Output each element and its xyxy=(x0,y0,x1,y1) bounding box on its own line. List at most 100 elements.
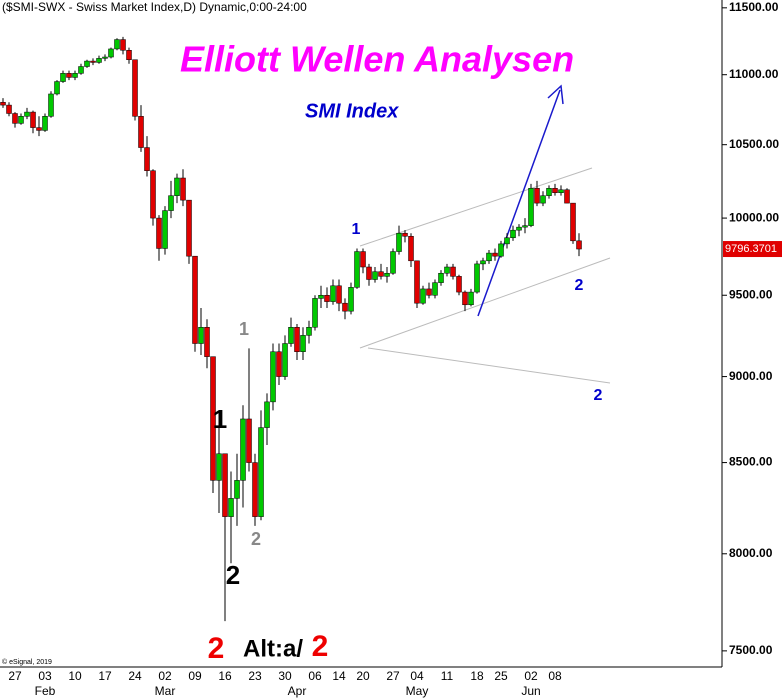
candle-body xyxy=(474,263,480,293)
candle-body xyxy=(288,327,294,344)
candle-body xyxy=(372,271,378,280)
candle-body xyxy=(96,58,102,63)
month-label: May xyxy=(406,684,429,698)
candle-body xyxy=(558,189,564,193)
x-tick-label: 03 xyxy=(38,669,52,683)
month-label: Jun xyxy=(521,684,540,698)
candle-body xyxy=(576,240,582,250)
candle-body xyxy=(174,177,180,196)
candle-body xyxy=(102,56,108,59)
x-tick-label: 16 xyxy=(218,669,232,683)
candle-body xyxy=(114,39,120,50)
candle-body xyxy=(522,225,528,228)
candle-body xyxy=(420,288,426,304)
candle-body xyxy=(54,81,60,95)
wave-label: Alt:a/ xyxy=(243,635,303,662)
candle-body xyxy=(240,418,246,481)
wave-label: 1 xyxy=(213,404,227,434)
candle-body xyxy=(150,170,156,219)
candle-body xyxy=(306,327,312,336)
chart-title: Elliott Wellen Analysen xyxy=(180,39,574,80)
candle-body xyxy=(300,335,306,352)
x-tick-label: 18 xyxy=(470,669,484,683)
wave-label: 2 xyxy=(594,387,603,404)
candle-body xyxy=(66,73,72,78)
candle-body xyxy=(492,252,498,257)
candle-body xyxy=(384,272,390,277)
candle-body xyxy=(216,453,222,481)
candle-body xyxy=(390,251,396,274)
candle-body xyxy=(312,298,318,328)
candle-body xyxy=(168,195,174,211)
candle-body xyxy=(252,462,258,517)
candle-body xyxy=(336,285,342,304)
arrow-line xyxy=(477,89,561,317)
candle-body xyxy=(498,243,504,257)
candle-body xyxy=(0,102,6,106)
x-tick-label: 17 xyxy=(98,669,112,683)
wave-label: 2 xyxy=(226,560,240,590)
x-tick-label: 27 xyxy=(386,669,400,683)
candle-body xyxy=(276,351,282,377)
chart-subtitle: SMI Index xyxy=(305,100,399,122)
x-tick-label: 11 xyxy=(441,669,454,683)
candle-body xyxy=(456,276,462,293)
last-price-label: 9796.3701 xyxy=(725,243,777,255)
x-tick-label: 14 xyxy=(332,669,346,683)
trend-line xyxy=(367,347,611,384)
candle-body xyxy=(270,351,276,403)
candle-body xyxy=(144,147,150,171)
candle-body xyxy=(318,294,324,299)
candle-body xyxy=(342,302,348,312)
arrow-head xyxy=(547,84,564,105)
y-tick-label: 10500.00 xyxy=(729,137,779,151)
candle-body xyxy=(126,50,132,60)
candle-body xyxy=(18,116,24,124)
candle-body xyxy=(540,195,546,204)
y-tick-label: 11000.00 xyxy=(729,67,779,81)
candle-body xyxy=(444,266,450,274)
candle-body xyxy=(432,282,438,296)
y-tick-label: 9500.00 xyxy=(729,287,773,301)
y-tick-label: 9000.00 xyxy=(729,369,773,383)
candle-body xyxy=(210,356,216,481)
candle-body xyxy=(546,188,552,196)
candle-body xyxy=(504,237,510,245)
candle-body xyxy=(234,480,240,499)
x-tick-label: 06 xyxy=(308,669,322,683)
candle-body xyxy=(228,498,234,517)
wave-label: 1 xyxy=(352,221,361,238)
candle-body xyxy=(486,252,492,262)
candle-body xyxy=(186,199,192,257)
y-tick-label: 8000.00 xyxy=(729,546,773,560)
candle-body xyxy=(180,177,186,201)
candle-body xyxy=(156,217,162,249)
candle-body xyxy=(450,266,456,277)
candle-body xyxy=(48,93,54,117)
x-tick-label: 10 xyxy=(68,669,82,683)
candle-body xyxy=(72,73,78,78)
candle-body xyxy=(516,226,522,231)
month-label: Feb xyxy=(35,684,56,698)
candle-body xyxy=(108,48,114,58)
x-tick-label: 09 xyxy=(188,669,202,683)
candle-body xyxy=(294,327,300,352)
candle-body xyxy=(264,401,270,428)
candle-body xyxy=(138,116,144,148)
candle-body xyxy=(258,427,264,517)
candle-body xyxy=(204,327,210,357)
wave-label: 2 xyxy=(575,277,584,294)
candle-body xyxy=(60,73,66,82)
candle-body xyxy=(84,60,90,67)
candle-body xyxy=(348,287,354,312)
candle-body xyxy=(438,272,444,283)
candle-body xyxy=(90,60,96,63)
x-tick-label: 27 xyxy=(8,669,22,683)
candle-body xyxy=(42,116,48,131)
candle-body xyxy=(534,188,540,204)
candle-body xyxy=(414,260,420,304)
candle-body xyxy=(468,291,474,306)
candle-body xyxy=(120,39,126,51)
x-tick-label: 20 xyxy=(356,669,370,683)
x-tick-label: 24 xyxy=(128,669,142,683)
